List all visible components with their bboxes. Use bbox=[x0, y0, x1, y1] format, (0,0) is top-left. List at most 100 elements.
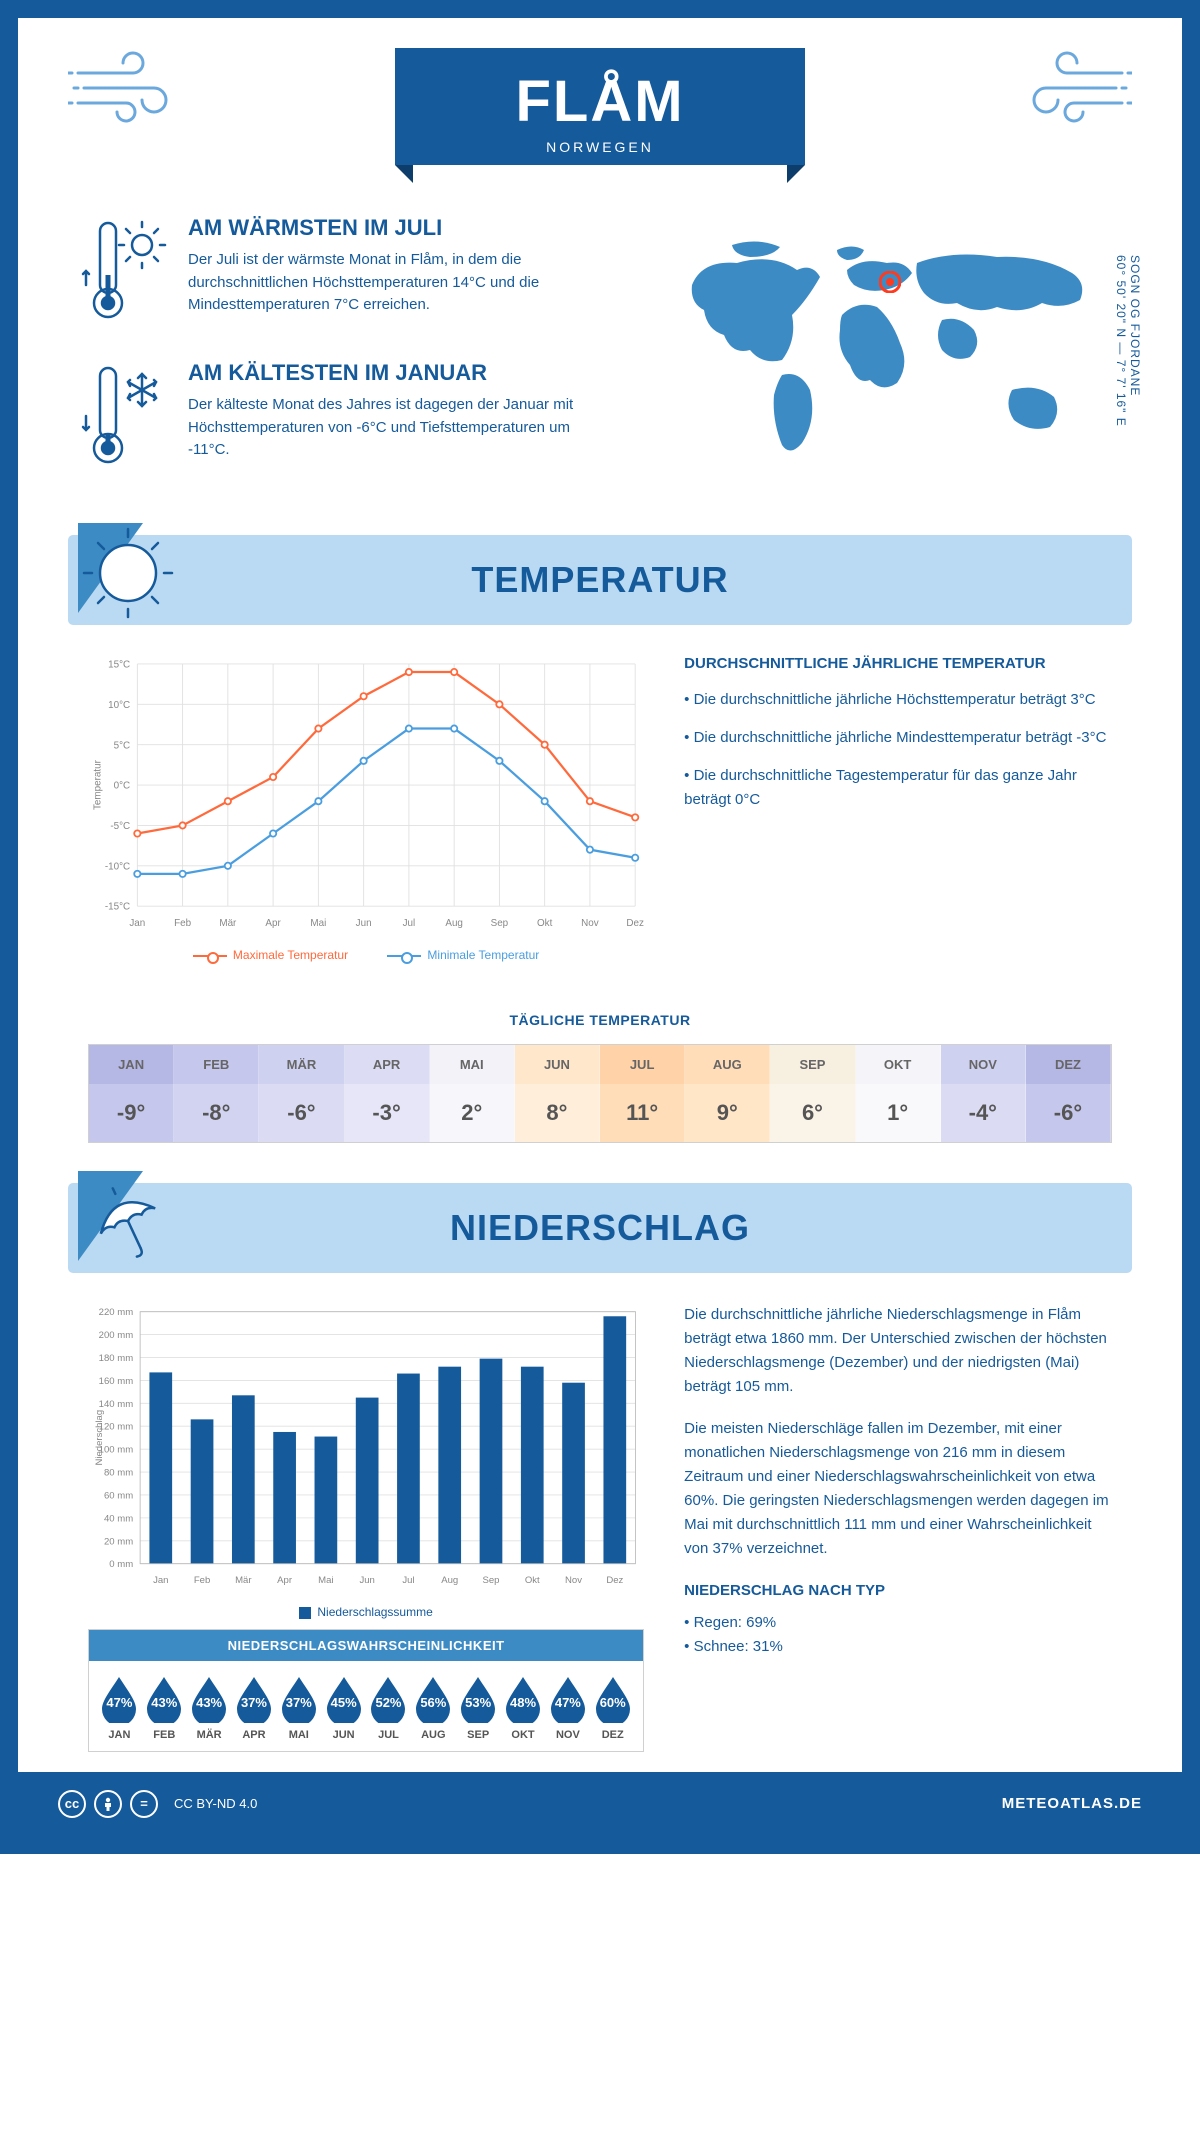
temp-bullet: • Die durchschnittliche Tagestemperatur … bbox=[684, 764, 1112, 812]
coordinates: SOGN OG FJORDANE60° 50' 20" N — 7° 7' 16… bbox=[1114, 255, 1142, 427]
svg-text:Jan: Jan bbox=[153, 1575, 168, 1586]
drop-icon: 45% bbox=[323, 1675, 365, 1723]
svg-text:140 mm: 140 mm bbox=[99, 1399, 134, 1410]
temp-body: -15°C-10°C-5°C0°C5°C10°C15°CJanFebMärApr… bbox=[18, 625, 1182, 982]
wind-icon bbox=[68, 48, 178, 133]
daily-temp-value: 8° bbox=[515, 1084, 600, 1142]
daily-temp-value: 11° bbox=[600, 1084, 685, 1142]
precip-type-snow: • Schnee: 31% bbox=[684, 1635, 1112, 1659]
precip-text: Die meisten Niederschläge fallen im Deze… bbox=[684, 1417, 1112, 1561]
drop-icon: 47% bbox=[98, 1675, 140, 1723]
prob-cell: 37% APR bbox=[232, 1675, 277, 1741]
temp-bullet: • Die durchschnittliche jährliche Höchst… bbox=[684, 688, 1112, 712]
svg-text:Aug: Aug bbox=[441, 1575, 458, 1586]
daily-temp-value: 6° bbox=[770, 1084, 855, 1142]
svg-text:Aug: Aug bbox=[445, 918, 463, 929]
svg-text:Nov: Nov bbox=[581, 918, 599, 929]
coldest-block: AM KÄLTESTEN IM JANUAR Der kälteste Mona… bbox=[78, 360, 612, 475]
footer: cc = CC BY-ND 4.0 METEOATLAS.DE bbox=[18, 1772, 1182, 1836]
daily-temp-month: MAI bbox=[430, 1045, 515, 1084]
prob-cell: 60% DEZ bbox=[590, 1675, 635, 1741]
page-title: FLÅM bbox=[515, 68, 684, 135]
drop-icon: 60% bbox=[592, 1675, 634, 1723]
svg-text:220 mm: 220 mm bbox=[99, 1307, 134, 1318]
drop-icon: 48% bbox=[502, 1675, 544, 1723]
thermometer-hot-icon bbox=[78, 215, 168, 330]
svg-text:40 mm: 40 mm bbox=[104, 1513, 133, 1524]
map-pin-icon bbox=[879, 271, 901, 293]
svg-text:15°C: 15°C bbox=[108, 660, 130, 671]
prob-cell: 43% FEB bbox=[142, 1675, 187, 1741]
world-map: SOGN OG FJORDANE60° 50' 20" N — 7° 7' 16… bbox=[642, 215, 1122, 505]
daily-temp-month: NOV bbox=[941, 1045, 1026, 1084]
prob-cell: 45% JUN bbox=[321, 1675, 366, 1741]
prob-cell: 53% SEP bbox=[456, 1675, 501, 1741]
warmest-text: Der Juli ist der wärmste Monat in Flåm, … bbox=[188, 249, 612, 317]
daily-temp-month: DEZ bbox=[1026, 1045, 1111, 1084]
svg-text:0 mm: 0 mm bbox=[109, 1559, 133, 1570]
svg-text:Jul: Jul bbox=[403, 918, 416, 929]
svg-text:Jan: Jan bbox=[129, 918, 145, 929]
svg-text:10°C: 10°C bbox=[108, 700, 130, 711]
svg-text:Feb: Feb bbox=[174, 918, 192, 929]
prob-cell: 43% MÄR bbox=[187, 1675, 232, 1741]
prob-table: NIEDERSCHLAGSWAHRSCHEINLICHKEIT 47% JAN … bbox=[88, 1629, 644, 1752]
by-icon bbox=[94, 1790, 122, 1818]
prob-cell: 48% OKT bbox=[501, 1675, 546, 1741]
cc-icon: cc bbox=[58, 1790, 86, 1818]
svg-text:Niederschlag: Niederschlag bbox=[94, 1410, 105, 1466]
legend-max: Maximale Temperatur bbox=[233, 948, 348, 962]
svg-text:Sep: Sep bbox=[491, 918, 509, 929]
drop-icon: 53% bbox=[457, 1675, 499, 1723]
svg-text:Okt: Okt bbox=[525, 1575, 540, 1586]
temp-title: TEMPERATUR bbox=[68, 559, 1132, 601]
warmest-title: AM WÄRMSTEN IM JULI bbox=[188, 215, 612, 241]
daily-temp-value: 2° bbox=[430, 1084, 515, 1142]
svg-text:Apr: Apr bbox=[265, 918, 281, 929]
nd-icon: = bbox=[130, 1790, 158, 1818]
precip-legend-label: Niederschlagssumme bbox=[317, 1605, 432, 1619]
precip-type-rain: • Regen: 69% bbox=[684, 1611, 1112, 1635]
svg-text:-10°C: -10°C bbox=[105, 861, 130, 872]
drop-icon: 56% bbox=[412, 1675, 454, 1723]
legend-min: Minimale Temperatur bbox=[427, 948, 539, 962]
coldest-title: AM KÄLTESTEN IM JANUAR bbox=[188, 360, 612, 386]
daily-temp-value: -3° bbox=[345, 1084, 430, 1142]
svg-text:Okt: Okt bbox=[537, 918, 553, 929]
daily-temp-month: JUN bbox=[515, 1045, 600, 1084]
daily-temp-title: TÄGLICHE TEMPERATUR bbox=[18, 1012, 1182, 1028]
warmest-block: AM WÄRMSTEN IM JULI Der Juli ist der wär… bbox=[78, 215, 612, 330]
svg-text:Dez: Dez bbox=[626, 918, 644, 929]
daily-temp-value: -8° bbox=[174, 1084, 259, 1142]
prob-cell: 52% JUL bbox=[366, 1675, 411, 1741]
header: FLÅM NORWEGEN bbox=[18, 18, 1182, 165]
temp-info-title: DURCHSCHNITTLICHE JÄHRLICHE TEMPERATUR bbox=[684, 655, 1112, 672]
svg-text:80 mm: 80 mm bbox=[104, 1468, 133, 1479]
site-name: METEOATLAS.DE bbox=[1002, 1795, 1142, 1812]
svg-text:Jul: Jul bbox=[402, 1575, 414, 1586]
daily-temp-value: -6° bbox=[1026, 1084, 1111, 1142]
license-label: CC BY-ND 4.0 bbox=[174, 1796, 257, 1811]
prob-cell: 47% JAN bbox=[97, 1675, 142, 1741]
svg-text:Mai: Mai bbox=[310, 918, 326, 929]
drop-icon: 37% bbox=[233, 1675, 275, 1723]
precip-type-title: NIEDERSCHLAG NACH TYP bbox=[684, 1579, 1112, 1603]
precip-info: Die durchschnittliche jährliche Niedersc… bbox=[684, 1303, 1112, 1752]
svg-text:Jun: Jun bbox=[359, 1575, 374, 1586]
umbrella-icon bbox=[78, 1171, 178, 1271]
intro-section: AM WÄRMSTEN IM JULI Der Juli ist der wär… bbox=[18, 165, 1182, 535]
svg-text:Temperatur: Temperatur bbox=[93, 759, 104, 810]
drop-icon: 43% bbox=[188, 1675, 230, 1723]
precip-section-header: NIEDERSCHLAG bbox=[68, 1183, 1132, 1273]
precip-legend: Niederschlagssumme bbox=[88, 1605, 644, 1619]
drop-icon: 43% bbox=[143, 1675, 185, 1723]
svg-text:160 mm: 160 mm bbox=[99, 1376, 134, 1387]
daily-temp-value: -6° bbox=[259, 1084, 344, 1142]
svg-text:0°C: 0°C bbox=[114, 781, 131, 792]
precip-text: Die durchschnittliche jährliche Niedersc… bbox=[684, 1303, 1112, 1399]
daily-temp-month: FEB bbox=[174, 1045, 259, 1084]
daily-temp-value: 1° bbox=[856, 1084, 941, 1142]
svg-text:Mär: Mär bbox=[235, 1575, 252, 1586]
daily-temp-month: APR bbox=[345, 1045, 430, 1084]
temp-legend: Maximale Temperatur Minimale Temperatur bbox=[88, 948, 644, 962]
